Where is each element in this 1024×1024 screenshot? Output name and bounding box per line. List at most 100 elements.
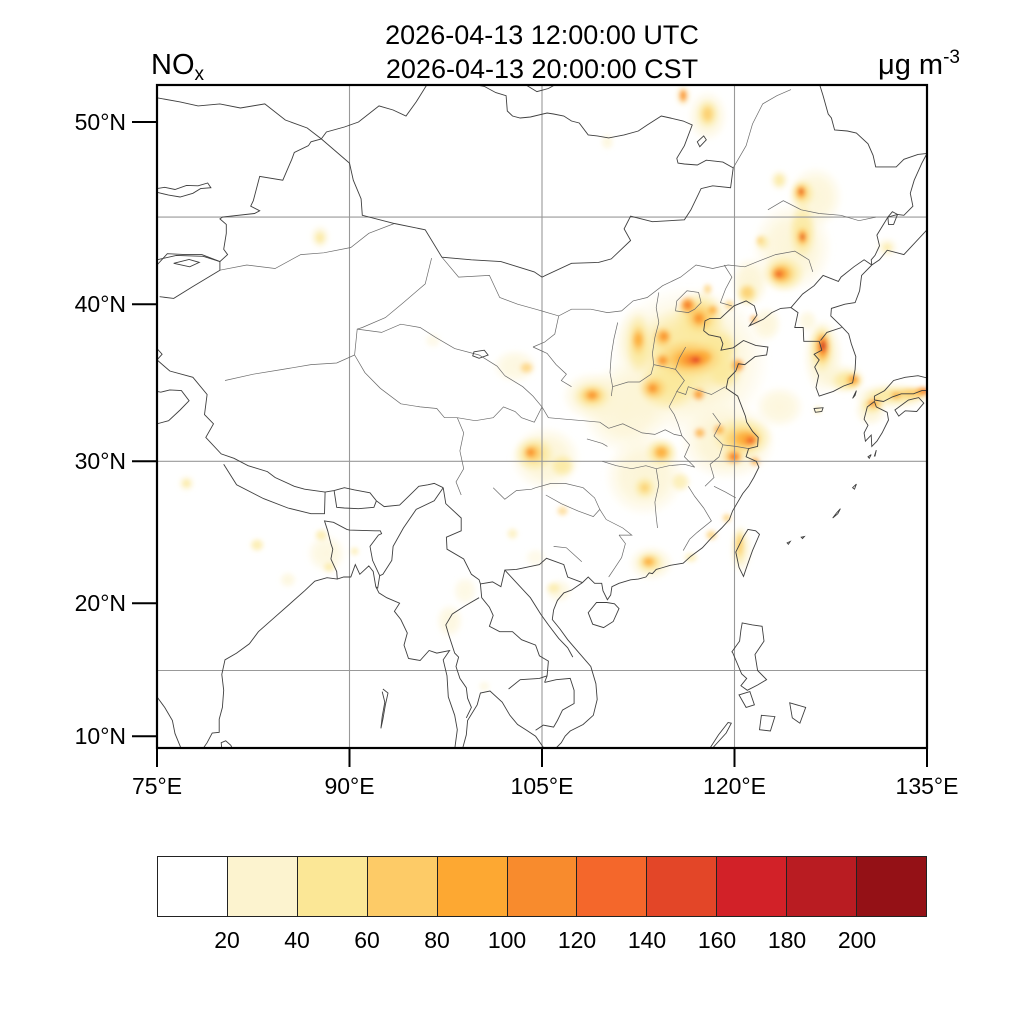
- province-border-path: [653, 364, 676, 370]
- hotspot: [647, 383, 657, 393]
- colorbar-segment: [367, 857, 438, 916]
- island-path: [173, 259, 201, 268]
- colorbar-segment: [158, 857, 228, 916]
- hotspot: [670, 471, 691, 493]
- country-border-path: [223, 464, 326, 515]
- hotspot: [525, 447, 535, 457]
- island-path: [800, 535, 806, 540]
- country-border-path: [323, 520, 383, 589]
- colorbar-tick-label: 180: [767, 927, 807, 953]
- units-label: μg m-3: [878, 47, 960, 82]
- country-border-path: [819, 85, 927, 168]
- colorbar-segment: [647, 857, 718, 916]
- province-border-path: [719, 264, 733, 307]
- island-path: [851, 483, 857, 490]
- colorbar-tick-label: 60: [354, 927, 380, 953]
- hotspot: [638, 481, 651, 494]
- country-border-path: [333, 490, 377, 510]
- island-path: [867, 454, 872, 460]
- colorbar: [157, 856, 927, 917]
- hotspot: [549, 453, 576, 478]
- island-path: [873, 375, 927, 402]
- province-border-path: [612, 373, 652, 388]
- hotspot: [452, 575, 478, 606]
- hotspot: [694, 358, 700, 362]
- hotspot: [822, 343, 824, 347]
- province-border-path: [675, 290, 702, 313]
- country-border-path: [445, 597, 480, 719]
- variable-label: NOx: [151, 49, 204, 86]
- colorbar-tick-label: 140: [627, 927, 667, 953]
- country-border-path: [321, 85, 734, 278]
- coastline-path: [380, 688, 389, 729]
- province-border-path: [767, 200, 876, 222]
- island-path: [813, 407, 824, 413]
- island-path: [735, 528, 761, 578]
- hotspot: [658, 356, 668, 366]
- colorbar-tick-label: 80: [424, 927, 450, 953]
- country-border-path: [479, 583, 549, 683]
- province-border-path: [532, 315, 560, 348]
- coastline-path: [220, 740, 233, 748]
- hotspot: [683, 552, 699, 564]
- hotspot: [556, 505, 569, 517]
- hotspot: [524, 547, 548, 568]
- island-path: [738, 691, 755, 708]
- island-path: [832, 508, 841, 519]
- country-border-path: [157, 359, 444, 508]
- map-canvas: [132, 83, 929, 767]
- hotspot: [693, 313, 704, 324]
- hotspot: [701, 104, 714, 124]
- province-border-path: [609, 322, 619, 397]
- hotspot: [278, 571, 297, 589]
- hotspot: [739, 284, 755, 300]
- colorbar-tick-label: 20: [214, 927, 240, 953]
- island-path: [887, 211, 899, 225]
- lat-tick-label: 40°N: [74, 291, 126, 318]
- lat-tick-label: 20°N: [74, 590, 126, 617]
- lon-tick-label: 105°E: [510, 773, 574, 799]
- province-border-path: [682, 539, 690, 551]
- province-border-path: [219, 223, 395, 271]
- lat-tick-label: 30°N: [74, 448, 126, 475]
- hotspot: [753, 385, 806, 429]
- country-border-path: [157, 348, 163, 361]
- variable-subscript: x: [194, 64, 205, 85]
- hotspot: [587, 391, 598, 400]
- island-path: [873, 449, 877, 457]
- province-border-path: [599, 509, 607, 520]
- island-path: [587, 602, 620, 629]
- hotspot: [518, 361, 535, 375]
- province-border-path: [532, 346, 572, 387]
- hotspot: [314, 528, 329, 542]
- hotspot: [773, 172, 786, 188]
- province-border-path: [675, 346, 726, 395]
- hotspot: [642, 556, 655, 567]
- hotspot: [755, 235, 765, 246]
- province-border-path: [455, 417, 465, 496]
- hotspot: [492, 348, 539, 384]
- hotspot: [477, 680, 491, 693]
- country-border-path: [157, 97, 322, 140]
- coastline-path: [551, 229, 927, 748]
- province-border-path: [608, 423, 682, 437]
- colorbar-tick-label: 120: [557, 927, 597, 953]
- units-exponent: -3: [943, 47, 960, 68]
- island-path: [731, 622, 768, 691]
- hotspot: [659, 331, 669, 342]
- province-border-path: [606, 519, 633, 536]
- hotspot: [545, 581, 562, 595]
- province-border-path: [602, 460, 695, 470]
- colorbar-segment: [787, 857, 858, 916]
- hotspot: [705, 529, 718, 541]
- coastline-path: [157, 696, 182, 748]
- colorbar-segment: [437, 857, 508, 916]
- hotspot: [684, 301, 691, 309]
- hotspot: [435, 603, 464, 639]
- colorbar-segment: [577, 857, 648, 916]
- province-border-path: [712, 412, 724, 457]
- hotspot: [730, 453, 738, 461]
- province-border-path: [586, 438, 608, 447]
- province-border-path: [457, 406, 543, 423]
